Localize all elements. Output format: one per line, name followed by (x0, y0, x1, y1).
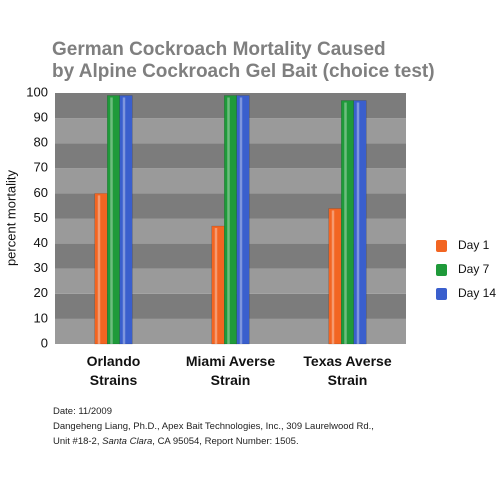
legend-label: Day 14 (458, 286, 496, 300)
legend-label: Day 7 (458, 262, 490, 276)
footnote-part: , CA 95054, Report Number: 1505. (152, 436, 299, 447)
bar (119, 95, 133, 345)
y-tick-label: 20 (34, 285, 48, 300)
bar-highlight (239, 97, 243, 344)
legend-swatch (436, 288, 447, 300)
y-tick-label: 90 (34, 110, 48, 125)
x-tick-label: Miami Averse Strain (185, 353, 276, 388)
chart-title: by Alpine Cockroach Gel Bait (choice tes… (52, 61, 435, 82)
bar-highlight (344, 102, 347, 344)
bar (341, 100, 354, 345)
y-tick-label: 30 (34, 260, 48, 275)
y-tick-label: 0 (41, 335, 48, 350)
bar (353, 100, 367, 345)
footnote: Unit #18-2, Santa Clara, CA 95054, Repor… (53, 436, 299, 447)
x-tick-label: Orlando Strains (86, 353, 141, 388)
y-tick-label: 80 (34, 135, 48, 150)
chart-title: German Cockroach Mortality Caused (52, 39, 386, 60)
footnote-part: Unit #18-2, (53, 436, 103, 447)
y-tick-label: 70 (34, 160, 48, 175)
bar-highlight (331, 210, 335, 344)
bar-highlight (122, 97, 126, 344)
y-tick-label: 50 (34, 210, 48, 225)
bar (328, 208, 342, 345)
bar-highlight (227, 97, 230, 344)
y-axis-label: percent mortality (3, 169, 18, 266)
bar (236, 95, 250, 345)
bar-highlight (110, 97, 113, 344)
y-tick-label: 10 (34, 310, 48, 325)
footnote: Date: 11/2009 (53, 406, 112, 417)
bar (94, 193, 108, 345)
x-tick-label: Texas Averse Strain (303, 353, 392, 388)
bar-highlight (356, 102, 360, 344)
bar (224, 95, 237, 345)
y-tick-label: 40 (34, 235, 48, 250)
footnote: Dangeheng Liang, Ph.D., Apex Bait Techno… (53, 421, 374, 432)
bar-highlight (214, 228, 218, 344)
legend-swatch (436, 240, 447, 252)
bar-highlight (97, 195, 101, 344)
legend-swatch (436, 264, 447, 276)
bar (211, 225, 225, 345)
y-tick-label: 100 (26, 84, 48, 99)
footnote-part: Santa Clara (102, 436, 153, 447)
bar (107, 95, 120, 345)
legend-label: Day 1 (458, 238, 490, 252)
y-tick-label: 60 (34, 185, 48, 200)
